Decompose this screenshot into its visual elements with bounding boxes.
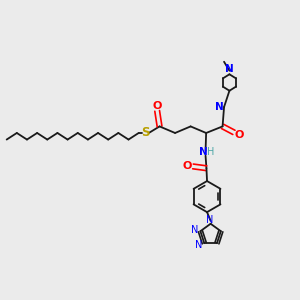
- Text: N: N: [195, 240, 203, 250]
- Text: S: S: [141, 127, 149, 140]
- Text: N: N: [206, 214, 214, 225]
- Text: N: N: [225, 64, 234, 74]
- Text: O: O: [234, 130, 243, 140]
- Text: O: O: [183, 161, 192, 171]
- Text: N: N: [191, 225, 199, 235]
- Text: O: O: [152, 100, 162, 110]
- Text: H: H: [207, 147, 214, 157]
- Text: N: N: [199, 147, 208, 157]
- Text: N: N: [215, 102, 224, 112]
